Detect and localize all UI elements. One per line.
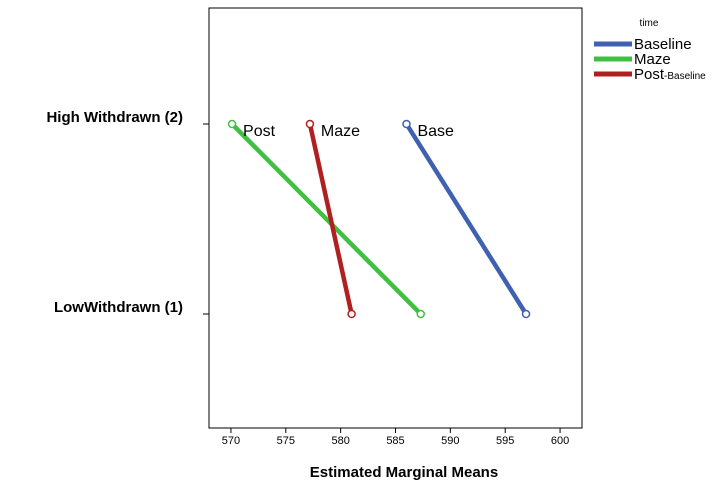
- annotations: Post Maze Base: [243, 123, 454, 140]
- series-line-post-baseline: [307, 123, 354, 315]
- plot-frame: [208, 7, 583, 429]
- series-layer: [227, 119, 531, 319]
- data-point-post-baseline-high-withdrawn-2: [305, 119, 315, 129]
- series-line-maze: [230, 122, 423, 316]
- x-tick-label-575: 575: [277, 435, 295, 447]
- x-axis: 570 575 580 585 590 595 600: [222, 428, 569, 447]
- x-tick-label-570: 570: [222, 435, 240, 447]
- data-point-maze-high-withdrawn-2: [227, 119, 237, 129]
- series-line-baseline: [404, 122, 528, 316]
- y-tick-label-lowwithdrawn-1: LowWithdrawn (1): [54, 299, 183, 316]
- x-tick-label-580: 580: [331, 435, 349, 447]
- y-tick-label-high-withdrawn-2: High Withdrawn (2): [46, 109, 183, 126]
- x-axis-label: Estimated Marginal Means: [310, 464, 498, 481]
- data-point-post-baseline-lowwithdrawn-1: [347, 309, 356, 319]
- data-point-baseline-lowwithdrawn-1: [521, 309, 531, 319]
- annotation-base: Base: [417, 123, 454, 140]
- annotation-maze: Maze: [321, 123, 360, 140]
- data-point-baseline-high-withdrawn-2: [402, 119, 411, 129]
- annotation-post: Post: [243, 123, 276, 140]
- data-point-maze-lowwithdrawn-1: [416, 309, 425, 319]
- x-tick-label-590: 590: [441, 435, 459, 447]
- y-axis: High Withdrawn (2) LowWithdrawn (1): [46, 109, 209, 316]
- legend-label-maze: Maze: [634, 51, 671, 68]
- legend-title: time: [640, 18, 659, 29]
- x-tick-label-600: 600: [551, 435, 569, 447]
- legend-label-post-baseline: Post-Baseline: [634, 66, 706, 83]
- legend-label-baseline: Baseline: [634, 36, 692, 53]
- x-tick-label-585: 585: [386, 435, 404, 447]
- x-tick-label-595: 595: [496, 435, 514, 447]
